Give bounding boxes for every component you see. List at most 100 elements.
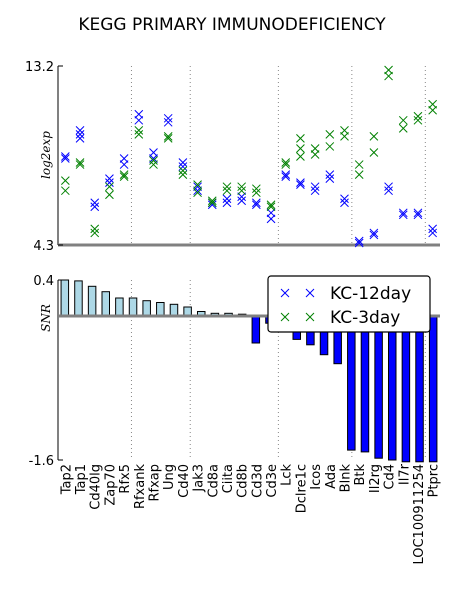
gene-label: Cd40lg [89, 464, 104, 510]
snr-bar [401, 315, 411, 463]
data-point-kc3day [413, 115, 423, 125]
data-point-kc3day [296, 134, 305, 143]
data-point-kc3day [266, 200, 276, 210]
gene-label: Blnk [339, 464, 354, 493]
snr-bar [156, 302, 165, 317]
chart-title: KEGG PRIMARY IMMUNODEFICIENCY [78, 15, 386, 35]
snr-bar [128, 297, 138, 317]
data-point-kc3day [149, 156, 158, 165]
data-point-kc12day [75, 126, 85, 135]
data-point-kc12day [398, 210, 408, 220]
data-point-kc3day [207, 196, 217, 206]
gene-label: Zap70 [103, 464, 118, 506]
data-point-kc3day [193, 180, 202, 190]
expression-panel: 4.3 13.2 log2exp [25, 60, 440, 254]
data-point-kc12day [428, 224, 438, 234]
data-point-kc3day [325, 130, 335, 139]
data-point-kc12day [237, 196, 247, 206]
gene-label: Jak3 [192, 464, 207, 493]
data-point-kc3day [428, 99, 438, 109]
data-point-kc12day [90, 202, 100, 212]
data-point-kc3day [266, 202, 276, 212]
gene-label: Cd8b [236, 464, 251, 498]
data-point-kc12day [310, 182, 320, 192]
snr-bar [387, 315, 397, 461]
snr-bar [251, 315, 261, 344]
snr-bar [347, 315, 356, 451]
data-point-kc12day [281, 172, 291, 181]
data-point-kc3day [105, 190, 114, 200]
data-point-kc12day [222, 198, 232, 208]
gene-label: Btk [353, 464, 368, 486]
data-point-kc12day [75, 130, 85, 139]
data-point-kc12day [384, 186, 393, 196]
data-point-kc12day [222, 194, 232, 204]
data-point-kc12day [178, 162, 188, 171]
bottom-y-tick-label: 0.4 [33, 274, 54, 289]
top-y-tick-label: 4.3 [33, 239, 54, 254]
snr-bar [169, 303, 179, 317]
data-point-kc3day [134, 130, 144, 139]
data-point-kc12day [266, 214, 276, 224]
data-point-kc12day [134, 115, 144, 125]
data-point-kc12day [325, 170, 335, 179]
data-point-kc12day [60, 152, 70, 161]
data-point-kc3day [237, 182, 247, 192]
data-point-kc3day [149, 160, 158, 169]
data-point-kc12day [75, 134, 85, 143]
data-point-kc12day [310, 186, 320, 196]
gene-label: Ptprc [427, 464, 442, 497]
data-point-kc3day [310, 144, 320, 153]
data-point-kc3day [60, 186, 70, 196]
snr-bar [360, 315, 370, 453]
data-point-kc12day [354, 236, 364, 246]
data-point-kc12day [413, 208, 423, 218]
data-point-kc3day [178, 166, 188, 175]
gene-label: Tap2 [59, 464, 74, 495]
data-point-kc12day [119, 160, 129, 169]
data-point-kc3day [90, 228, 100, 238]
data-point-kc12day [105, 174, 114, 183]
gene-label: LOC100911254 [412, 464, 427, 565]
snr-bar [415, 315, 424, 463]
snr-bar [374, 315, 383, 459]
data-point-kc3day [398, 123, 408, 133]
gene-label: Ciita [221, 464, 236, 493]
data-point-kc12day [340, 198, 349, 208]
top-y-axis-label: log2exp [39, 131, 53, 179]
data-point-kc3day [75, 160, 85, 169]
data-point-kc3day [207, 198, 217, 208]
gene-label: Dclre1c [294, 464, 309, 513]
data-point-kc12day [325, 174, 335, 183]
data-point-kc3day [325, 142, 335, 151]
data-point-kc12day [296, 180, 305, 190]
data-point-kc12day [398, 208, 408, 218]
data-point-kc3day [296, 144, 305, 153]
data-point-kc3day [119, 170, 129, 179]
gene-label: Rfx5 [118, 464, 133, 494]
snr-bar [142, 300, 151, 317]
data-point-kc3day [119, 172, 129, 181]
data-point-kc3day [60, 176, 70, 185]
data-point-kc12day [413, 210, 423, 220]
bottom-y-axis-label: SNR [39, 304, 53, 332]
data-point-kc3day [369, 132, 379, 141]
gene-label: Rfxap [148, 464, 163, 502]
data-point-kc3day [251, 188, 261, 198]
gene-label: Cd3e [265, 464, 280, 498]
bottom-y-tick-label: -1.6 [29, 454, 54, 469]
gene-tick-labels: Tap2 Tap1 Cd40lg Zap70 Rfx5 Rfxank Rfxap Ung Cd4… [59, 463, 441, 564]
data-point-kc12day [163, 117, 173, 127]
data-point-kc3day [163, 134, 173, 143]
gene-label: Ada [324, 464, 339, 489]
data-point-kc3day [75, 158, 85, 167]
gene-label: Cd4 [383, 464, 398, 490]
snr-bar [115, 297, 124, 317]
gene-label: Il7r [397, 463, 412, 485]
data-point-kc3day [398, 115, 408, 125]
data-point-kc3day [105, 182, 114, 192]
data-point-kc3day [193, 188, 202, 198]
legend: KC-12day KC-3day [267, 275, 431, 333]
gene-label: Lck [280, 464, 295, 486]
